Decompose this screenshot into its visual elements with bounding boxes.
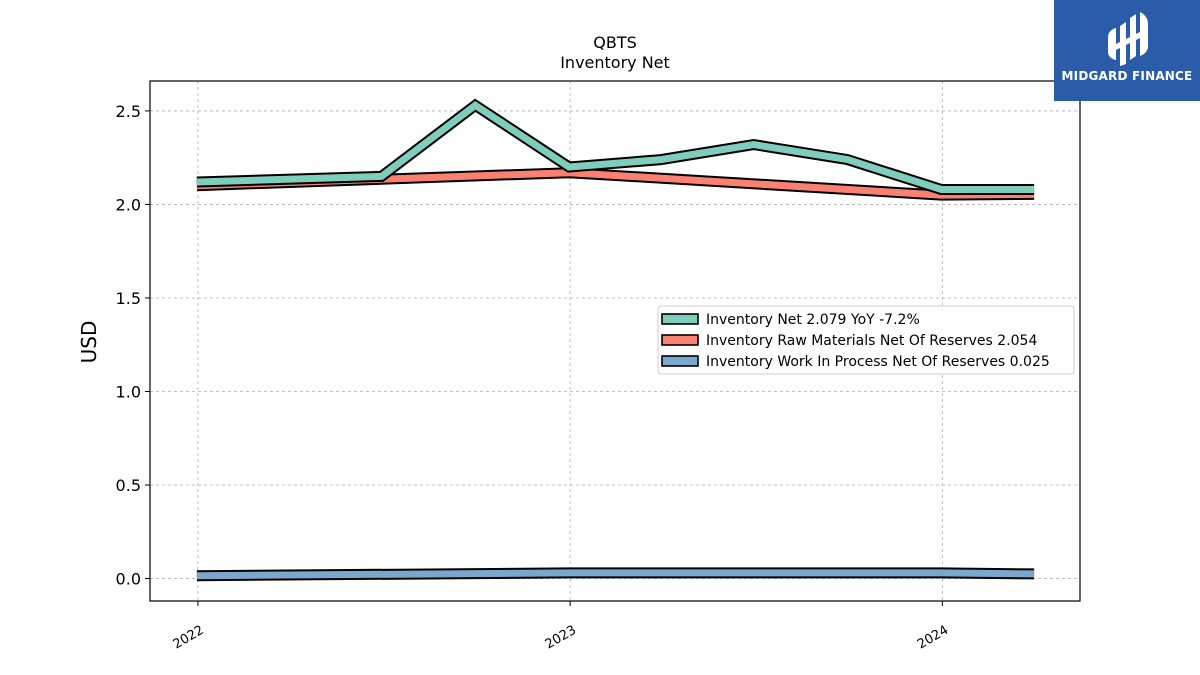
logo-text: MIDGARD FINANCE: [1061, 69, 1193, 83]
series-line: [196, 101, 1035, 193]
midgard-finance-logo: MIDGARD FINANCE: [1054, 0, 1200, 101]
x-tick-label: 2023: [543, 623, 579, 653]
x-tick-label: 2022: [171, 623, 207, 653]
y-axis-label: USD: [77, 321, 101, 364]
y-tick-label: 1.0: [116, 383, 141, 402]
chart-title: QBTS: [593, 33, 637, 52]
plot-frame: [149, 80, 1081, 602]
logo-mark-icon: [1108, 12, 1148, 66]
chart-subtitle: Inventory Net: [560, 53, 670, 72]
y-tick-label: 2.5: [116, 102, 141, 121]
legend-box: [657, 305, 1075, 375]
y-tick-label: 2.0: [116, 195, 141, 214]
series-line: [196, 569, 1035, 580]
legend-label: Inventory Raw Materials Net Of Reserves …: [706, 333, 1037, 349]
legend-swatch: [661, 313, 699, 325]
legend-swatch: [661, 334, 699, 346]
x-tick-label: 2024: [915, 623, 951, 653]
y-tick-label: 0.5: [116, 476, 141, 495]
legend-swatch: [661, 355, 699, 367]
legend-label: Inventory Net 2.079 YoY -7.2%: [706, 312, 920, 328]
legend-label: Inventory Work In Process Net Of Reserve…: [706, 354, 1050, 370]
y-tick-label: 0.0: [116, 570, 141, 589]
y-tick-label: 1.5: [116, 289, 141, 308]
